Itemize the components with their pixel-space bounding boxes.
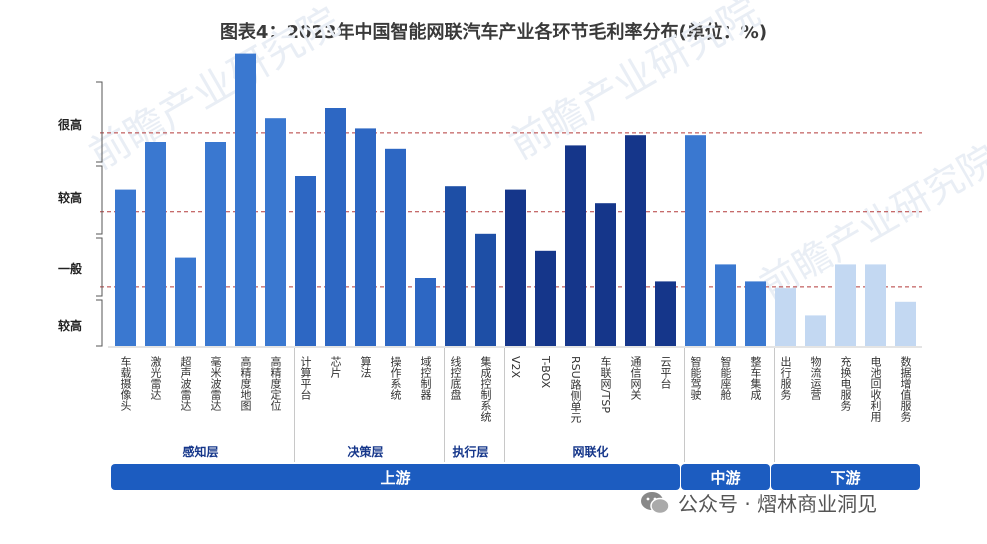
bar [535, 250, 556, 346]
bar [625, 135, 646, 346]
bar [295, 176, 316, 346]
bar [445, 186, 466, 346]
bar [385, 148, 406, 346]
y-bracket-1 [96, 237, 103, 297]
x-tick-label: 通信网关 [629, 356, 642, 401]
bar [505, 189, 526, 346]
sub-group-label: 网联化 [572, 444, 608, 459]
main-group-bar-1 [681, 464, 770, 490]
x-tick-label: 激光雷达 [149, 355, 162, 400]
x-tick-label: V2X [509, 356, 522, 379]
bar [715, 264, 736, 346]
main-group-bar-2 [771, 464, 920, 490]
x-tick-label: 车联网/TSP [599, 355, 612, 414]
x-tick-label: 数据增值服务 [899, 356, 912, 422]
main-group-label: 上游 [380, 469, 410, 487]
x-tick-label: 计算平台 [299, 356, 312, 400]
chart-title: 图表4：2023年中国智能网联汽车产业各环节毛利率分布(单位：%) [219, 22, 768, 43]
bar [565, 145, 586, 346]
y-tick-label: 很高 [57, 117, 82, 132]
x-tick-label: RSU路侧单元 [569, 356, 582, 423]
x-tick-label: 毫米波雷达 [209, 355, 222, 411]
bar [145, 142, 166, 346]
bar [475, 233, 496, 346]
x-tick-label: 超声波雷达 [179, 355, 192, 411]
footer-text: 公众号 · 熠林商业洞见 [678, 492, 878, 516]
y-bracket-0 [96, 299, 103, 347]
x-tick-label: 集成控制系统 [479, 355, 492, 422]
x-tick-label: 智能驾驶 [689, 355, 702, 401]
bar [205, 142, 226, 346]
x-tick-label: 线控底盘 [449, 355, 462, 400]
x-tick-label: 域控制器 [419, 356, 432, 401]
main-group-bar-0 [111, 464, 680, 490]
bar [595, 203, 616, 346]
x-tick-label: 电池回收利用 [869, 356, 882, 423]
x-tick-label: 芯片 [329, 355, 342, 379]
bar [415, 278, 436, 346]
x-tick-label: 高精度定位 [269, 355, 282, 411]
x-tick-label: 整车集成 [749, 355, 762, 401]
bar [895, 301, 916, 346]
bar [775, 288, 796, 346]
x-tick-label: 算法 [359, 355, 372, 378]
bar [655, 281, 676, 346]
main-group-label: 中游 [710, 469, 740, 487]
bar [115, 189, 136, 346]
sub-group-label: 感知层 [182, 444, 218, 459]
bar [175, 257, 196, 346]
y-bracket-2 [96, 165, 103, 235]
bar [235, 53, 256, 346]
bar [835, 264, 856, 346]
wechat-icon [641, 491, 670, 514]
bar [685, 135, 706, 346]
x-tick-label: T-BOX [539, 355, 552, 389]
bar [265, 118, 286, 346]
sub-group-label: 执行层 [452, 444, 488, 459]
x-tick-label: 物流运营 [809, 355, 822, 401]
y-tick-label: 一般 [58, 261, 82, 276]
bar [805, 315, 826, 346]
bar [355, 128, 376, 346]
x-tick-label: 云平台 [659, 356, 672, 389]
x-tick-label: 车载摄像头 [119, 355, 132, 411]
sub-group-label: 决策层 [347, 444, 383, 459]
y-bracket-3 [96, 81, 103, 163]
x-tick-label: 高精度地图 [239, 355, 252, 412]
bar [745, 281, 766, 346]
y-tick-label: 较高 [58, 190, 82, 205]
x-tick-label: 出行服务 [779, 355, 792, 400]
bar [865, 264, 886, 346]
x-tick-label: 操作系统 [389, 355, 402, 400]
footer: 公众号 · 熠林商业洞见 [640, 488, 877, 517]
bar [325, 108, 346, 346]
x-tick-label: 智能座舱 [719, 355, 732, 400]
y-tick-label: 较高 [58, 318, 82, 333]
x-tick-label: 充换电服务 [839, 355, 852, 411]
main-group-label: 下游 [830, 469, 860, 487]
